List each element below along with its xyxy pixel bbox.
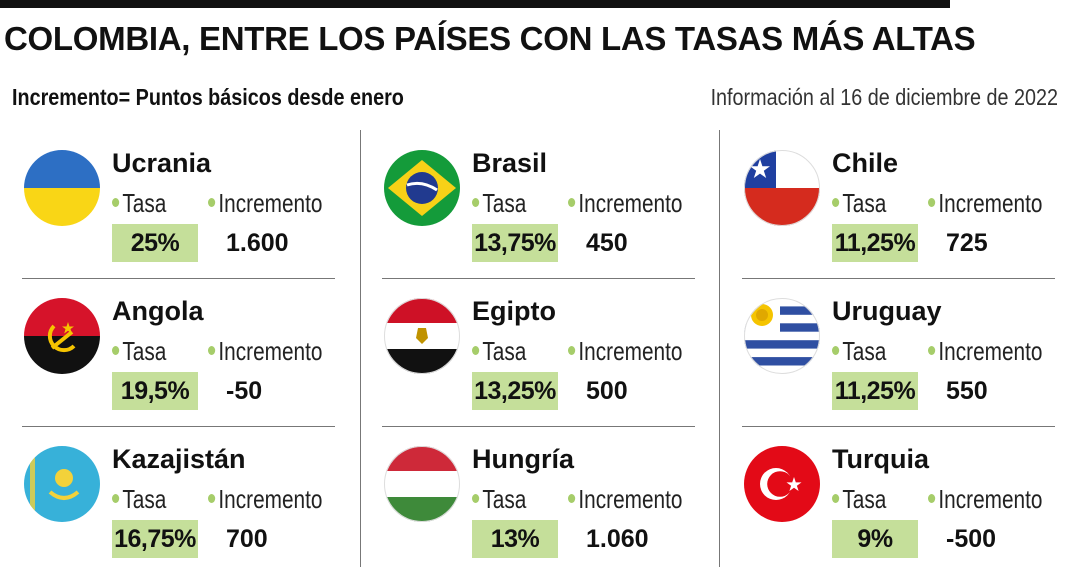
incremento-value: -50 — [226, 377, 263, 405]
country-card-hungria: Hungría Tasa Incremento 13% 1.060 — [384, 444, 714, 578]
tasa-label: Tasa — [832, 188, 886, 219]
tasa-value: 9% — [832, 520, 918, 558]
country-card-ucrania: Ucrania Tasa Incremento 25% 1.600 — [24, 148, 354, 282]
country-card-uruguay: Uruguay Tasa Incremento 11,25% 550 — [744, 296, 1074, 430]
country-card-kazajistan: Kazajistán Tasa Incremento 16,75% 700 — [24, 444, 354, 578]
bullet-icon — [568, 345, 576, 355]
subtitle: Incremento= Puntos básicos desde enero — [12, 84, 404, 110]
country-name: Chile — [832, 148, 899, 178]
country-name: Brasil — [472, 148, 548, 178]
tasa-label: Tasa — [112, 188, 166, 219]
tasa-value: 13,75% — [472, 224, 558, 262]
uruguay-flag-icon — [744, 298, 820, 374]
column-divider — [360, 130, 361, 567]
incremento-label: Incremento — [568, 188, 682, 219]
incremento-label: Incremento — [208, 188, 322, 219]
tasa-value: 16,75% — [112, 520, 198, 558]
tasa-label: Tasa — [832, 484, 886, 515]
row-divider — [742, 278, 1055, 279]
tasa-value: 13% — [472, 520, 558, 558]
incremento-label: Incremento — [928, 336, 1042, 367]
country-name: Hungría — [472, 444, 575, 474]
incremento-label: Incremento — [208, 484, 322, 515]
row-divider — [382, 278, 695, 279]
incremento-value: 550 — [946, 377, 988, 405]
row-divider — [22, 278, 335, 279]
top-rule — [0, 0, 950, 8]
angola-flag-icon — [24, 298, 100, 374]
incremento-label: Incremento — [928, 188, 1042, 219]
tasa-label: Tasa — [112, 336, 166, 367]
bullet-icon — [112, 197, 120, 207]
incremento-value: 450 — [586, 229, 628, 257]
incremento-label: Incremento — [208, 336, 322, 367]
incremento-value: 725 — [946, 229, 988, 257]
tasa-label: Tasa — [832, 336, 886, 367]
hungary-flag-icon — [384, 446, 460, 522]
country-card-brasil: Brasil Tasa Incremento 13,75% 450 — [384, 148, 714, 282]
row-divider — [382, 426, 695, 427]
bullet-icon — [472, 197, 480, 207]
country-name: Turquia — [832, 444, 929, 474]
ukraine-flag-icon — [24, 150, 100, 226]
incremento-value: 1.600 — [226, 229, 289, 257]
bullet-icon — [832, 345, 840, 355]
column-divider — [719, 130, 720, 567]
tasa-value: 19,5% — [112, 372, 198, 410]
bullet-icon — [568, 197, 576, 207]
page-title: COLOMBIA, ENTRE LOS PAÍSES CON LAS TASAS… — [4, 20, 976, 57]
country-name: Angola — [112, 296, 204, 326]
chile-flag-icon — [744, 150, 820, 226]
incremento-label: Incremento — [568, 336, 682, 367]
bullet-icon — [928, 345, 936, 355]
incremento-value: 1.060 — [586, 525, 649, 553]
tasa-value: 11,25% — [832, 372, 918, 410]
bullet-icon — [112, 345, 120, 355]
egypt-flag-icon — [384, 298, 460, 374]
incremento-value: -500 — [946, 525, 997, 553]
bullet-icon — [208, 197, 216, 207]
country-card-angola: Angola Tasa Incremento 19,5% -50 — [24, 296, 354, 430]
incremento-label: Incremento — [928, 484, 1042, 515]
bullet-icon — [568, 493, 576, 503]
bullet-icon — [472, 493, 480, 503]
country-name: Ucrania — [112, 148, 212, 178]
bullet-icon — [832, 197, 840, 207]
incremento-value: 500 — [586, 377, 628, 405]
tasa-label: Tasa — [472, 484, 526, 515]
tasa-label: Tasa — [472, 188, 526, 219]
bullet-icon — [472, 345, 480, 355]
country-card-egipto: Egipto Tasa Incremento 13,25% 500 — [384, 296, 714, 430]
country-card-turquia: Turquia Tasa Incremento 9% -500 — [744, 444, 1074, 578]
tasa-value: 13,25% — [472, 372, 558, 410]
brazil-flag-icon — [384, 150, 460, 226]
turkey-flag-icon — [744, 446, 820, 522]
bullet-icon — [928, 197, 936, 207]
kazakhstan-flag-icon — [24, 446, 100, 522]
bullet-icon — [832, 493, 840, 503]
bullet-icon — [928, 493, 936, 503]
row-divider — [742, 426, 1055, 427]
info-date: Información al 16 de diciembre de 2022 — [710, 84, 1058, 110]
incremento-value: 700 — [226, 525, 268, 553]
country-name: Uruguay — [832, 296, 942, 326]
tasa-label: Tasa — [112, 484, 166, 515]
tasa-value: 25% — [112, 224, 198, 262]
country-name: Kazajistán — [112, 444, 246, 474]
bullet-icon — [112, 493, 120, 503]
tasa-value: 11,25% — [832, 224, 918, 262]
row-divider — [22, 426, 335, 427]
bullet-icon — [208, 345, 216, 355]
country-name: Egipto — [472, 296, 556, 326]
country-card-chile: Chile Tasa Incremento 11,25% 725 — [744, 148, 1074, 282]
tasa-label: Tasa — [472, 336, 526, 367]
bullet-icon — [208, 493, 216, 503]
incremento-label: Incremento — [568, 484, 682, 515]
